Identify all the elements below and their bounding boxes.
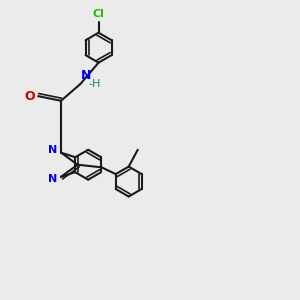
Text: N: N (48, 145, 58, 155)
Text: N: N (48, 174, 58, 184)
Text: -H: -H (89, 79, 101, 89)
Text: N: N (81, 70, 92, 83)
Text: Cl: Cl (93, 9, 104, 19)
Text: O: O (25, 90, 35, 103)
